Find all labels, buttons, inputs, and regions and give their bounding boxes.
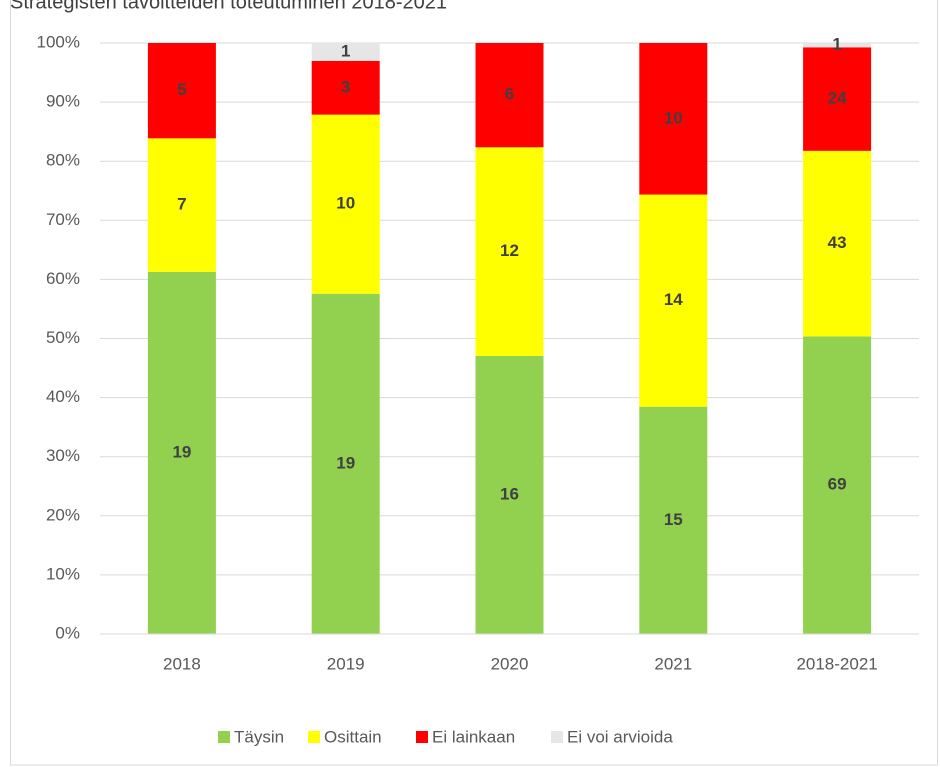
y-tick-label: 10% bbox=[46, 564, 80, 583]
x-tick-label: 2020 bbox=[491, 654, 529, 673]
legend-swatch bbox=[416, 731, 428, 743]
legend-label: Osittain bbox=[324, 727, 382, 746]
data-label: 10 bbox=[336, 194, 355, 213]
data-label: 12 bbox=[500, 241, 519, 260]
chart-title: Strategisten tavoitteiden toteutuminen 2… bbox=[10, 0, 447, 13]
legend-label: Ei voi arvioida bbox=[567, 727, 673, 746]
y-tick-label: 70% bbox=[46, 210, 80, 229]
bar-segment bbox=[475, 355, 544, 634]
y-tick-label: 80% bbox=[46, 151, 80, 170]
bar-segment bbox=[147, 138, 216, 272]
data-label: 1 bbox=[832, 35, 841, 54]
y-tick-label: 100% bbox=[37, 32, 80, 51]
legend-swatch bbox=[551, 731, 563, 743]
x-tick-label: 2021 bbox=[654, 654, 692, 673]
data-label: 5 bbox=[177, 80, 186, 99]
y-tick-label: 20% bbox=[46, 505, 80, 524]
y-tick-label: 90% bbox=[46, 92, 80, 111]
bar-segment bbox=[639, 194, 708, 407]
y-tick-label: 40% bbox=[46, 387, 80, 406]
bar-segment bbox=[147, 271, 216, 634]
data-label: 19 bbox=[336, 453, 355, 472]
bar-segment bbox=[803, 47, 872, 151]
data-label: 14 bbox=[664, 290, 683, 309]
data-label: 43 bbox=[828, 233, 847, 252]
data-label: 16 bbox=[500, 484, 519, 503]
bar-segment bbox=[803, 336, 872, 634]
data-label: 6 bbox=[505, 85, 514, 104]
bar-segment bbox=[803, 150, 872, 337]
data-label: 69 bbox=[828, 475, 847, 494]
data-label: 15 bbox=[664, 510, 683, 529]
legend-label: Ei lainkaan bbox=[432, 727, 515, 746]
bar-segment bbox=[803, 43, 872, 48]
data-label: 24 bbox=[828, 89, 847, 108]
bar-segment bbox=[639, 43, 708, 195]
y-tick-label: 30% bbox=[46, 446, 80, 465]
y-tick-label: 60% bbox=[46, 269, 80, 288]
bar-segment bbox=[311, 114, 380, 294]
bar-segment bbox=[475, 43, 544, 148]
y-tick-label: 0% bbox=[55, 623, 80, 642]
data-label: 19 bbox=[172, 442, 191, 461]
bar-segment bbox=[311, 60, 380, 115]
bar-segment bbox=[311, 43, 380, 61]
bar-segment bbox=[639, 406, 708, 634]
legend-swatch bbox=[308, 731, 320, 743]
bar-segment bbox=[147, 43, 216, 139]
x-tick-label: 2019 bbox=[327, 654, 365, 673]
legend-label: Täysin bbox=[234, 727, 284, 746]
data-label: 7 bbox=[177, 195, 186, 214]
data-label: 1 bbox=[341, 41, 350, 60]
x-tick-label: 2018 bbox=[163, 654, 201, 673]
legend-swatch bbox=[218, 731, 230, 743]
bar-segment bbox=[475, 147, 544, 356]
bar-segment bbox=[311, 293, 380, 634]
x-tick-label: 2018-2021 bbox=[796, 654, 877, 673]
data-label: 3 bbox=[341, 77, 350, 96]
y-tick-label: 50% bbox=[46, 328, 80, 347]
data-label: 10 bbox=[664, 108, 683, 127]
